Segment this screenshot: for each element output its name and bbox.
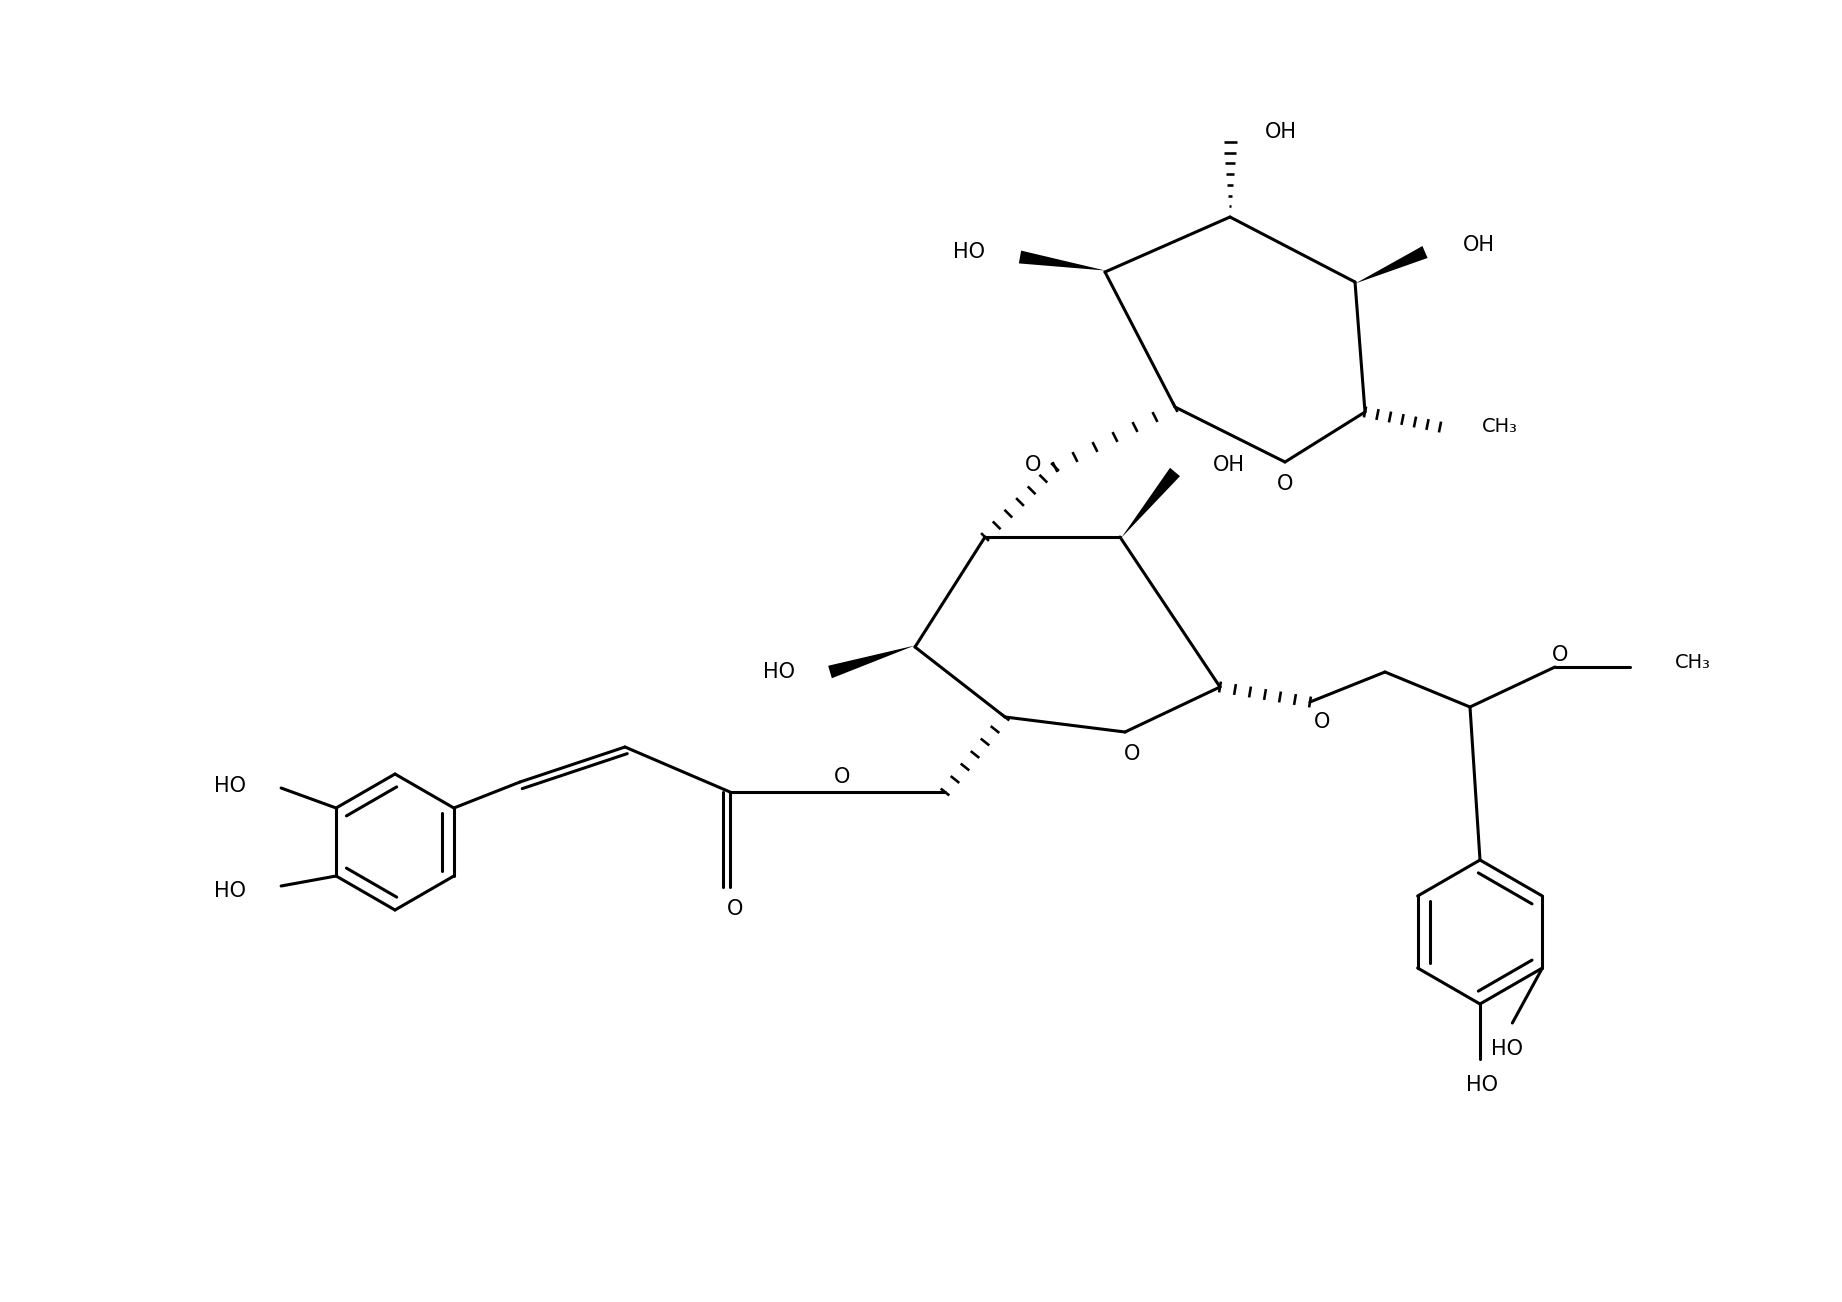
- Text: HO: HO: [763, 661, 796, 682]
- Text: O: O: [1124, 743, 1140, 764]
- Text: HO: HO: [1492, 1039, 1523, 1059]
- Polygon shape: [1019, 250, 1105, 271]
- Text: OH: OH: [1463, 234, 1496, 255]
- Polygon shape: [1122, 467, 1181, 538]
- Text: HO: HO: [214, 881, 247, 901]
- Text: O: O: [1313, 712, 1330, 732]
- Polygon shape: [829, 646, 915, 678]
- Text: OH: OH: [1265, 122, 1297, 142]
- Polygon shape: [1356, 246, 1428, 284]
- Text: OH: OH: [1214, 454, 1245, 475]
- Text: O: O: [728, 898, 742, 919]
- Text: CH₃: CH₃: [1674, 652, 1711, 672]
- Text: CH₃: CH₃: [1483, 418, 1518, 436]
- Text: HO: HO: [214, 776, 247, 796]
- Text: O: O: [1277, 474, 1293, 493]
- Text: O: O: [1024, 454, 1041, 475]
- Text: HO: HO: [952, 242, 985, 262]
- Text: HO: HO: [1466, 1075, 1498, 1095]
- Text: O: O: [834, 767, 851, 786]
- Text: O: O: [1551, 644, 1568, 665]
